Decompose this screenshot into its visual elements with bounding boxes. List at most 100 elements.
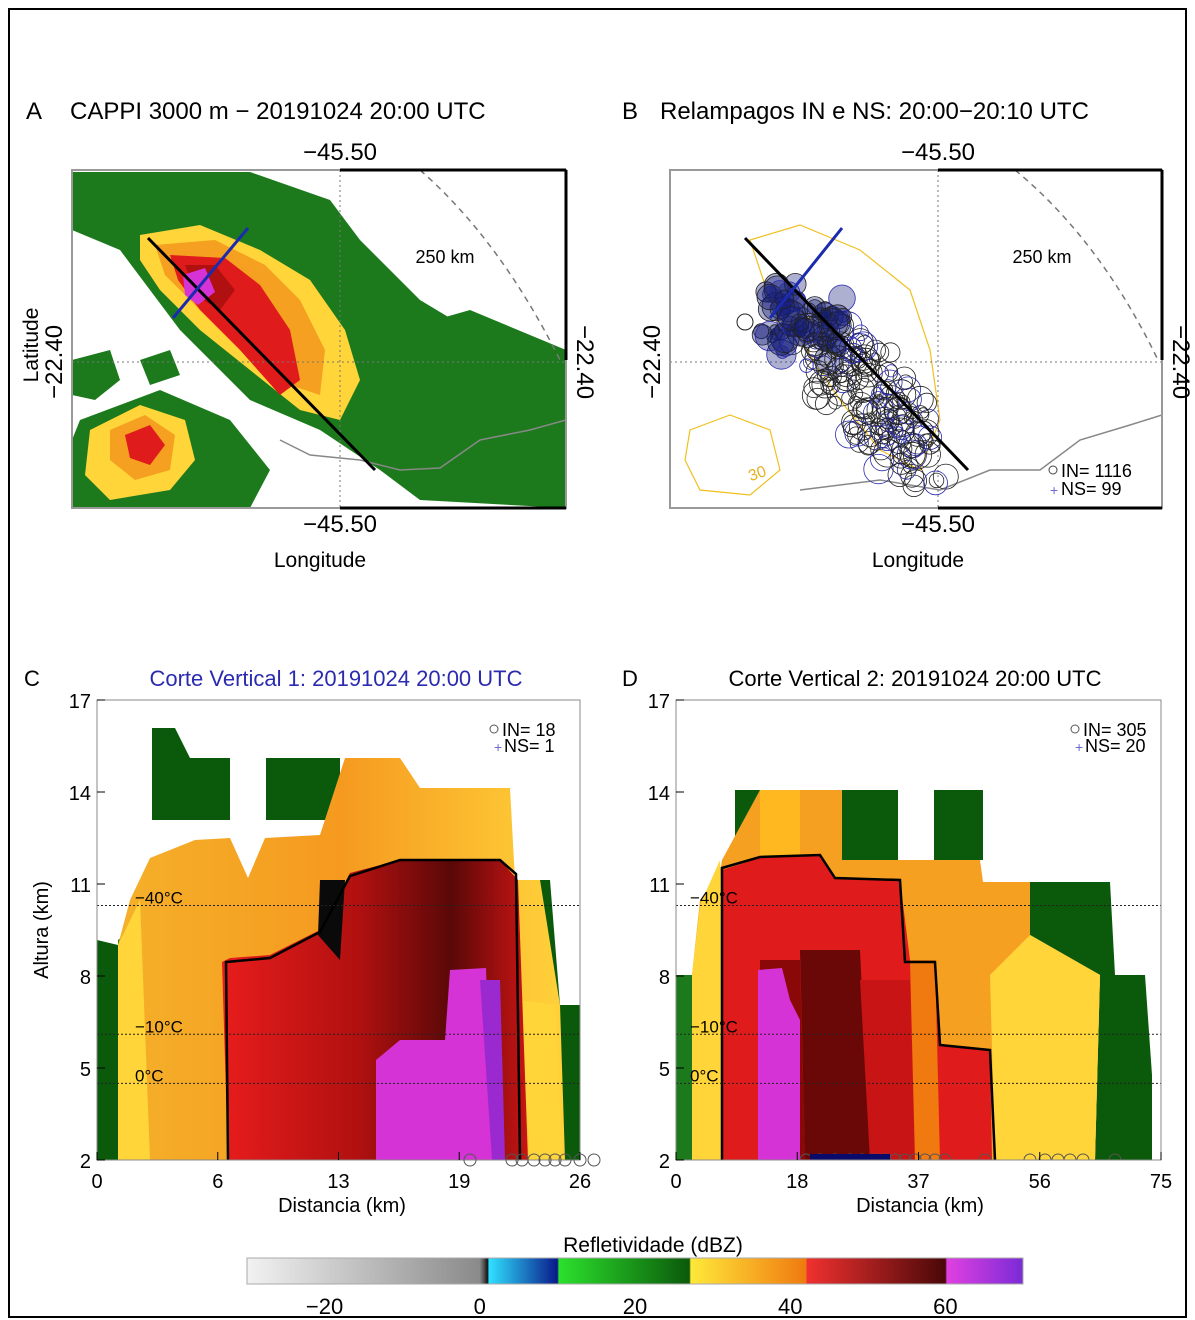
flash-circle	[890, 452, 913, 475]
panel-c-xtick-label: 6	[212, 1171, 223, 1193]
flash-circle	[815, 352, 844, 381]
flash-circle	[885, 379, 917, 410]
flash-circle	[802, 354, 819, 370]
panel-c-axes: 2 5 8 11 14 17 0 6 13 19 26	[69, 691, 601, 1193]
flash-circle	[849, 344, 879, 374]
panel-c-ytick-label: 14	[69, 783, 91, 805]
flash-circle	[505, 1153, 519, 1167]
flash-circle	[938, 1153, 952, 1160]
flash-circle	[527, 1153, 541, 1167]
panel-b-legend-in: IN= 1116	[1061, 461, 1132, 481]
flash-circle	[736, 313, 754, 331]
figure-frame	[8, 8, 1187, 1318]
panel-c-xtick-label: 26	[569, 1171, 591, 1193]
panel-c-ytick-label: 11	[70, 875, 91, 897]
panel-a-range-label: 250 km	[415, 247, 474, 267]
panel-b-xlabel: Longitude	[872, 549, 964, 572]
flash-circle	[848, 413, 876, 441]
flash-circle	[818, 350, 836, 368]
flash-circle	[801, 380, 831, 410]
colorbar-gradient	[246, 1257, 1024, 1285]
flash-circle	[914, 441, 941, 468]
panel-c-isotherm-label: 0°C	[135, 1066, 164, 1085]
flash-circle	[898, 1153, 912, 1160]
panel-c-isotherm-label: −40°C	[135, 888, 183, 907]
panel-a-lat-left: −22.40	[41, 325, 68, 399]
svg-text:+: +	[1075, 739, 1083, 755]
flash-circle	[826, 313, 838, 326]
panel-c-title: Corte Vertical 1: 20191024 20:00 UTC	[149, 666, 522, 691]
panel-d-xtick-label: 75	[1150, 1171, 1172, 1193]
panel-d: D Corte Vertical 2: 20191024 20:00 UTC	[622, 666, 1172, 1217]
flash-circle	[849, 433, 869, 453]
flash-circle	[889, 446, 912, 469]
flash-circle	[896, 439, 927, 470]
panel-c-ytick-label: 2	[80, 1151, 91, 1173]
panel-d-ytick-label: 11	[649, 875, 670, 897]
flash-circle	[844, 420, 871, 447]
flash-circle	[902, 474, 926, 498]
panel-d-ytick-label: 5	[659, 1059, 670, 1081]
flash-circle	[857, 431, 882, 455]
flash-circle	[888, 1153, 902, 1160]
colorbar-tick-label: −20	[306, 1294, 343, 1319]
panel-d-ytick-label: 17	[648, 691, 670, 713]
panel-c: C Corte Vertical 1: 20191024 20:00 UTC −…	[24, 666, 601, 1217]
flash-circle	[1023, 1153, 1037, 1160]
flash-circle	[896, 459, 917, 480]
flash-circle	[923, 470, 948, 496]
panel-d-ytick-label: 14	[648, 783, 670, 805]
panel-b-flash-field	[670, 170, 1162, 508]
flash-circle	[878, 362, 899, 383]
flash-circle	[850, 387, 864, 401]
panel-c-xtick-label: 19	[448, 1171, 470, 1193]
flash-circle	[834, 364, 858, 387]
flash-cluster-band	[810, 1154, 890, 1160]
flash-circle	[830, 313, 855, 338]
flash-circle	[803, 332, 824, 353]
panel-c-isotherm-label: −10°C	[135, 1017, 183, 1036]
panel-b-letter: B	[622, 98, 638, 125]
panel-d-title: Corte Vertical 2: 20191024 20:00 UTC	[728, 666, 1101, 691]
flash-circle	[879, 411, 898, 430]
panel-d-xlabel: Distancia (km)	[856, 1195, 984, 1217]
flash-circle	[776, 300, 807, 331]
flash-circle	[826, 355, 854, 384]
flash-circle	[763, 275, 792, 303]
panel-d-isotherm-label: 0°C	[690, 1066, 719, 1085]
panel-c-xlabel: Distancia (km)	[278, 1195, 406, 1217]
flash-circle	[917, 407, 929, 419]
flash-circle	[835, 420, 863, 449]
flash-circle	[928, 472, 945, 489]
flash-circle	[805, 359, 830, 384]
flash-circle	[978, 1153, 992, 1160]
panel-c-letter: C	[24, 666, 40, 691]
flash-circle	[858, 435, 879, 456]
panel-c-field	[97, 700, 580, 1160]
flash-circle	[870, 446, 895, 472]
panel-b-lon-bottom: −45.50	[901, 511, 975, 538]
flash-circle	[1076, 1153, 1090, 1160]
flash-circle	[769, 324, 781, 336]
panel-a-letter: A	[26, 98, 42, 125]
panel-c-legend-ns: NS= 1	[504, 736, 555, 756]
flash-circle	[903, 425, 933, 455]
flash-circle	[804, 343, 833, 372]
svg-text:+: +	[494, 739, 502, 755]
flash-circle	[1108, 1153, 1122, 1160]
panel-b-lat-right: −22.40	[1167, 325, 1194, 399]
flash-circle	[793, 312, 823, 342]
flash-circle	[908, 1153, 922, 1160]
flash-circle	[916, 392, 937, 413]
panel-c-ytick-label: 17	[69, 691, 91, 713]
flash-circle	[845, 333, 875, 363]
flash-circle	[868, 352, 881, 365]
colorbar: Refletividade (dBZ) −20 0 20 40 60	[246, 1234, 1024, 1319]
flash-circle	[855, 397, 878, 420]
panel-a-title: CAPPI 3000 m − 20191024 20:00 UTC	[70, 98, 486, 125]
flash-circle	[834, 307, 852, 326]
flash-circle	[538, 1153, 552, 1167]
panel-d-xtick-label: 0	[670, 1171, 681, 1193]
flash-circle	[822, 329, 835, 342]
panel-b-contour-label: 30	[746, 463, 769, 485]
